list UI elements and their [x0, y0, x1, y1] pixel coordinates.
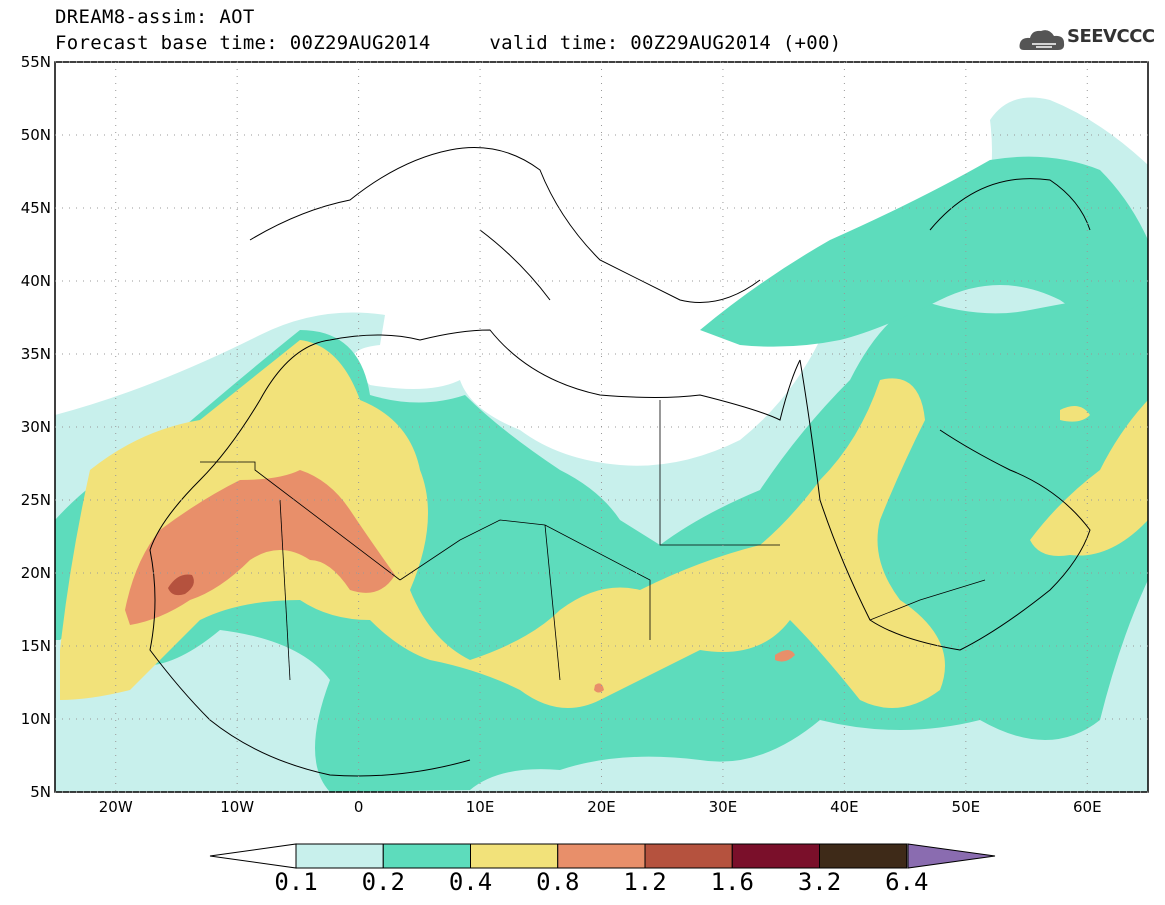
colorbar-label: 0.2 [361, 868, 405, 896]
colorbar-label: 3.2 [797, 868, 842, 896]
coastlines [149, 147, 1091, 777]
lat-tick-label: 40N [21, 272, 51, 290]
aot-contour-0.4 [1030, 400, 1148, 556]
colorbar-box [557, 843, 646, 869]
colorbar-box [819, 843, 908, 869]
gridlines [55, 61, 1148, 793]
borders [200, 400, 986, 681]
lat-tick-label: 45N [21, 199, 51, 217]
lon-tick-label: 10E [466, 798, 495, 816]
lat-tick-label: 5N [30, 783, 51, 801]
lon-tick-label: 50E [952, 798, 981, 816]
lon-tick-label: 0 [354, 798, 364, 816]
cloud-logo-icon [1019, 30, 1065, 50]
aot-contour-1.2 [168, 574, 194, 596]
colorbar-under-arrow [209, 843, 297, 869]
lat-tick-label: 55N [21, 53, 51, 71]
lon-tick-label: 20W [99, 798, 133, 816]
colorbar-box [731, 843, 820, 869]
colorbar-over-arrow [907, 843, 996, 869]
lat-tick-label: 10N [21, 710, 51, 728]
lat-tick-label: 25N [21, 491, 51, 509]
lon-tick-label: 10W [220, 798, 254, 816]
colorbar-box [295, 843, 384, 869]
colorbar-label: 0.4 [448, 868, 493, 896]
lat-tick-label: 50N [21, 126, 51, 144]
colorbar [209, 843, 996, 869]
colorbar-box [382, 843, 471, 869]
aot-contour-0.2 [700, 156, 1148, 347]
logo-text: SEEVCCC [1067, 26, 1155, 47]
lat-tick-label: 20N [21, 564, 51, 582]
map-title: DREAM8-assim: AOT [55, 6, 255, 28]
colorbar-label: 1.2 [623, 868, 667, 896]
colorbar-box [644, 843, 733, 869]
lat-tick-label: 35N [21, 345, 51, 363]
aot-contour-0.4 [60, 340, 945, 708]
colorbar-label: 6.4 [885, 868, 929, 896]
colorbar-label: 1.6 [710, 868, 754, 896]
lat-tick-label: 30N [21, 418, 51, 436]
lat-tick-label: 15N [21, 637, 51, 655]
lon-tick-label: 60E [1073, 798, 1102, 816]
colorbar-box [470, 843, 559, 869]
forecast-time-subtitle: Forecast base time: 00Z29AUG2014 valid t… [55, 32, 842, 54]
axis-ticks: 5N 10N 15N 20N 25N 30N 35N 40N 45N 50N 55N 20W 10W 0 1… [21, 53, 1102, 816]
colorbar-label: 0.8 [536, 868, 580, 896]
lon-tick-label: 20E [587, 798, 616, 816]
colorbar-label: 0.1 [274, 868, 318, 896]
lon-tick-label: 40E [830, 798, 859, 816]
lon-tick-label: 30E [709, 798, 738, 816]
aot-contour-0.8 [775, 650, 795, 662]
aot-contour-0.4 [1060, 406, 1090, 422]
